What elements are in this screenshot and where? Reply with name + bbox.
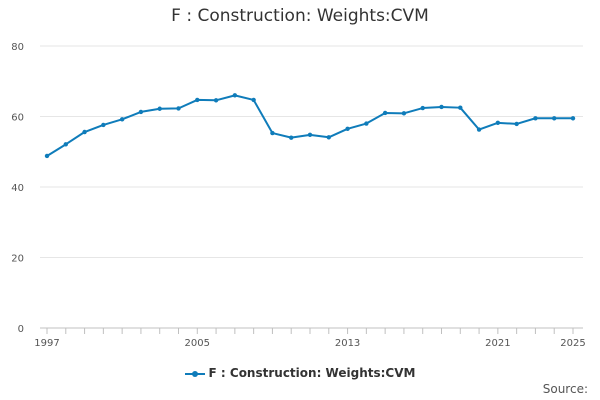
data-point[interactable] bbox=[495, 120, 501, 126]
y-tick-label: 40 bbox=[11, 183, 24, 194]
y-tick-label: 0 bbox=[18, 324, 24, 335]
data-point[interactable] bbox=[401, 111, 407, 116]
data-point[interactable] bbox=[44, 153, 50, 159]
data-point[interactable] bbox=[514, 121, 519, 127]
data-point[interactable] bbox=[570, 116, 576, 121]
source-label: Source: bbox=[542, 382, 588, 396]
x-tick-label: 1997 bbox=[34, 338, 59, 349]
x-tick-label: 2025 bbox=[560, 338, 585, 349]
data-point[interactable] bbox=[213, 98, 219, 103]
data-point[interactable] bbox=[382, 110, 388, 116]
axes bbox=[40, 327, 583, 334]
data-point[interactable] bbox=[345, 126, 350, 132]
data-point[interactable] bbox=[119, 117, 125, 122]
x-tick-label: 2021 bbox=[485, 338, 510, 349]
y-tick-labels: 0 20 40 60 80 bbox=[11, 42, 24, 335]
data-point[interactable] bbox=[420, 105, 425, 111]
data-point[interactable] bbox=[251, 97, 256, 103]
data-point[interactable] bbox=[195, 97, 200, 103]
x-tick-labels: 1997 2005 2013 2021 2025 bbox=[34, 338, 585, 349]
series-layer bbox=[44, 93, 576, 159]
legend-line-marker-icon bbox=[184, 369, 205, 379]
data-point[interactable] bbox=[82, 129, 87, 135]
data-point[interactable] bbox=[439, 104, 444, 110]
data-point[interactable] bbox=[63, 142, 68, 147]
data-point[interactable] bbox=[326, 135, 331, 140]
legend[interactable]: F : Construction: Weights:CVM bbox=[0, 366, 600, 380]
data-point[interactable] bbox=[307, 132, 313, 138]
legend-label: F : Construction: Weights:CVM bbox=[208, 366, 416, 380]
series-line bbox=[46, 94, 573, 157]
x-tick-label: 2005 bbox=[185, 338, 210, 349]
data-point[interactable] bbox=[270, 130, 275, 136]
data-point[interactable] bbox=[138, 109, 144, 115]
data-point[interactable] bbox=[157, 106, 162, 111]
data-point[interactable] bbox=[533, 116, 538, 121]
y-tick-label: 80 bbox=[11, 42, 24, 53]
data-point[interactable] bbox=[176, 106, 181, 111]
data-point[interactable] bbox=[458, 105, 463, 110]
grid-lines bbox=[40, 45, 583, 258]
data-point[interactable] bbox=[289, 135, 294, 140]
y-tick-label: 20 bbox=[11, 254, 24, 265]
x-tick-label: 2013 bbox=[335, 338, 360, 349]
data-point[interactable] bbox=[476, 127, 482, 132]
chart-title: F : Construction: Weights:CVM bbox=[171, 6, 429, 26]
data-point[interactable] bbox=[101, 122, 106, 128]
data-point[interactable] bbox=[232, 93, 238, 98]
data-point[interactable] bbox=[364, 121, 369, 126]
y-tick-label: 60 bbox=[11, 113, 24, 124]
data-point[interactable] bbox=[552, 116, 557, 121]
